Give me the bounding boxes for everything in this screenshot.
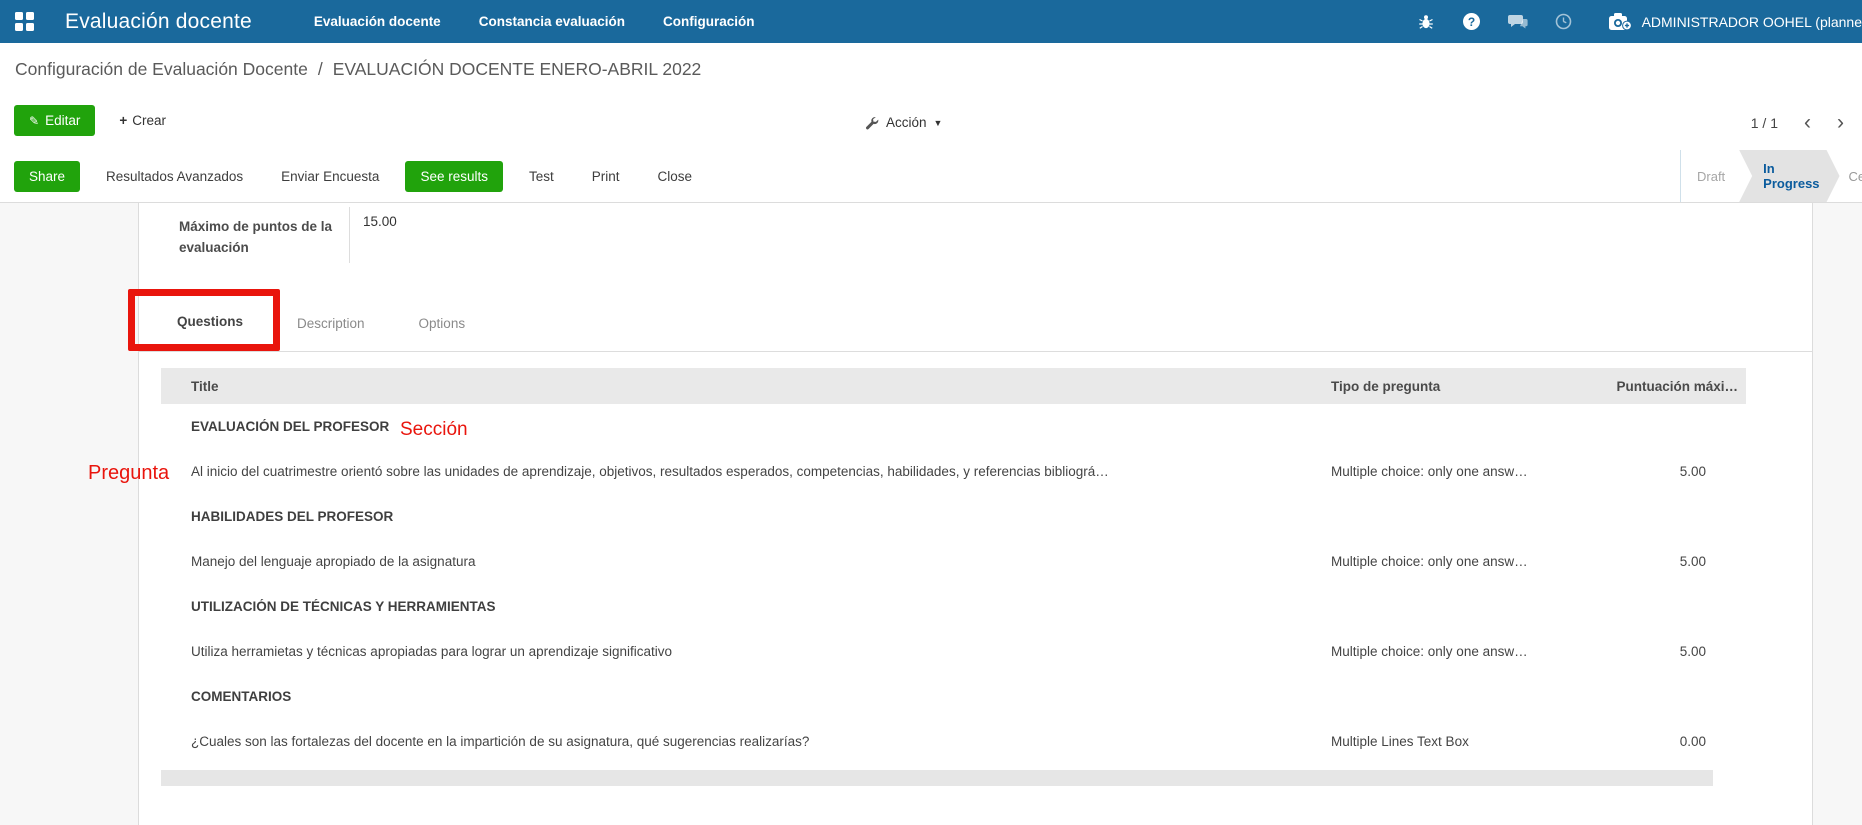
help-icon[interactable]: ? bbox=[1462, 12, 1482, 32]
max-points-value: 15.00 bbox=[363, 214, 397, 229]
edit-button[interactable]: ✎ Editar bbox=[14, 105, 96, 136]
avatar-camera-icon bbox=[1608, 13, 1632, 31]
pencil-icon: ✎ bbox=[29, 114, 40, 128]
table-row-question[interactable]: ¿Cuales son las fortalezas del docente e… bbox=[191, 734, 1706, 749]
advanced-results-button[interactable]: Resultados Avanzados bbox=[94, 161, 255, 192]
col-title[interactable]: Title bbox=[191, 378, 219, 394]
navbar-menu: Evaluación docente Constancia evaluación… bbox=[314, 14, 755, 29]
user-menu[interactable]: ADMINISTRADOR OOHEL (planne bbox=[1608, 12, 1862, 31]
table-row-question[interactable]: Manejo del lenguaje apropiado de la asig… bbox=[191, 554, 1706, 569]
app-title: Evaluación docente bbox=[65, 9, 252, 33]
col-question-type[interactable]: Tipo de pregunta bbox=[1331, 378, 1441, 394]
action-label: Acción bbox=[886, 115, 927, 130]
create-button[interactable]: + Crear bbox=[109, 105, 176, 136]
tab-options[interactable]: Options bbox=[418, 315, 466, 331]
table-row-section[interactable]: EVALUACIÓN DEL PROFESOR bbox=[191, 419, 390, 434]
pager-next-icon[interactable]: › bbox=[1837, 111, 1844, 134]
tab-description[interactable]: Description bbox=[297, 315, 365, 331]
close-button[interactable]: Close bbox=[646, 161, 705, 192]
wrench-icon bbox=[866, 116, 879, 129]
annotation-question-label: Pregunta bbox=[88, 462, 170, 484]
pager-value: 1 / 1 bbox=[1750, 114, 1778, 131]
breadcrumb-parent[interactable]: Configuración de Evaluación Docente bbox=[15, 58, 308, 79]
menu-constancia-evaluacion[interactable]: Constancia evaluación bbox=[478, 14, 626, 29]
table-footer-bar bbox=[161, 770, 1713, 786]
plus-icon: + bbox=[119, 113, 128, 128]
apps-grid-icon[interactable] bbox=[15, 11, 35, 32]
pager: 1 / 1 ‹ › bbox=[1751, 95, 1844, 150]
top-navbar: Evaluación docente Evaluación docente Co… bbox=[0, 0, 1862, 43]
status-step-in-progress[interactable]: In Progress bbox=[1739, 150, 1839, 202]
table-header: Title Tipo de pregunta Puntuación máxi… bbox=[161, 368, 1746, 404]
user-name: ADMINISTRADOR OOHEL (planne bbox=[1641, 13, 1862, 30]
breadcrumb-separator: / bbox=[317, 58, 323, 79]
table-row-section[interactable]: UTILIZACIÓN DE TÉCNICAS Y HERRAMIENTAS bbox=[191, 599, 496, 614]
col-max-score[interactable]: Puntuación máxi… bbox=[1616, 378, 1738, 394]
chevron-down-icon: ▼ bbox=[933, 117, 943, 128]
statusbar: Share Resultados Avanzados Enviar Encues… bbox=[0, 150, 1862, 203]
annotation-section-label: Sección bbox=[400, 419, 468, 440]
notebook-tabs: Questions Description Options bbox=[139, 295, 1812, 352]
bug-icon[interactable] bbox=[1416, 12, 1436, 32]
form-sheet: Máximo de puntos de la evaluación 15.00 … bbox=[138, 203, 1813, 825]
action-dropdown[interactable]: Acción ▼ bbox=[865, 95, 942, 150]
test-button[interactable]: Test bbox=[517, 161, 566, 192]
questions-table: Title Tipo de pregunta Puntuación máxi… … bbox=[161, 368, 1746, 786]
menu-configuracion[interactable]: Configuración bbox=[663, 14, 755, 29]
table-row-question[interactable]: Al inicio del cuatrimestre orientó sobre… bbox=[191, 464, 1706, 479]
max-points-label: Máximo de puntos de la evaluación bbox=[179, 219, 333, 255]
content-area: Máximo de puntos de la evaluación 15.00 … bbox=[0, 203, 1862, 825]
table-row-section[interactable]: COMENTARIOS bbox=[191, 689, 292, 704]
annotation-questions-tab-box bbox=[128, 289, 280, 351]
see-results-button[interactable]: See results bbox=[405, 160, 503, 192]
menu-evaluacion-docente[interactable]: Evaluación docente bbox=[313, 14, 441, 29]
share-button[interactable]: Share bbox=[14, 160, 81, 192]
send-survey-button[interactable]: Enviar Encuesta bbox=[269, 161, 391, 192]
control-row: ✎ Editar + Crear Acción ▼ 1 / 1 ‹ › bbox=[0, 95, 1862, 150]
breadcrumb-current: EVALUACIÓN DOCENTE ENERO-ABRIL 2022 bbox=[332, 58, 702, 79]
navbar-right: ? bbox=[1416, 12, 1862, 32]
status-pipeline: Draft In Progress Ce bbox=[1680, 150, 1862, 202]
field-separator bbox=[349, 207, 350, 263]
print-button[interactable]: Print bbox=[580, 161, 632, 192]
messages-icon[interactable] bbox=[1507, 12, 1528, 32]
activity-clock-icon[interactable] bbox=[1554, 12, 1574, 32]
breadcrumb: Configuración de Evaluación Docente / EV… bbox=[0, 43, 1862, 95]
table-row-section[interactable]: HABILIDADES DEL PROFESOR bbox=[191, 509, 394, 524]
table-row-question[interactable]: Utiliza herramietas y técnicas apropiada… bbox=[191, 644, 1706, 659]
pager-prev-icon[interactable]: ‹ bbox=[1804, 111, 1811, 134]
status-step-draft[interactable]: Draft bbox=[1697, 168, 1726, 184]
status-step-closed-clipped[interactable]: Ce bbox=[1848, 168, 1862, 184]
